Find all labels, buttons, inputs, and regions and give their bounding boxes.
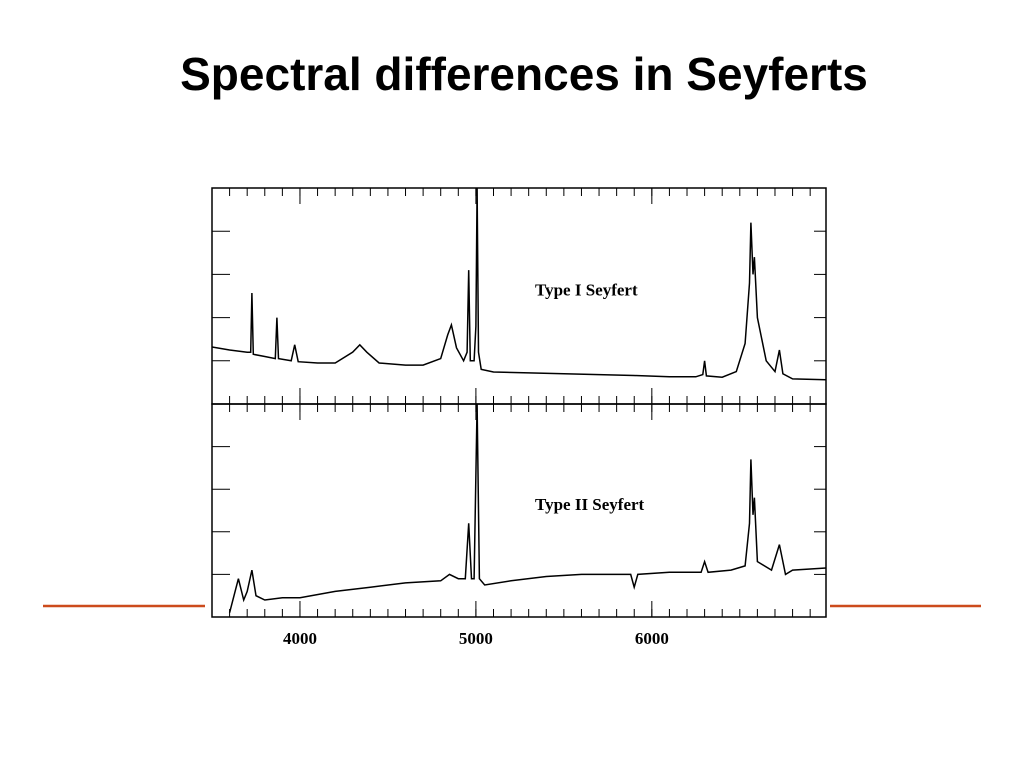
x-tick-label: 6000 [635,629,669,648]
x-tick-label: 5000 [459,629,493,648]
panel-frame [211,187,827,405]
spectra-figure: Type I Seyfert 4000 5000 6000 Type II Seyfer… [211,187,827,648]
x-tick-label: 4000 [283,629,317,648]
spectrum-line [228,404,826,613]
spectrum-line [212,188,826,381]
panel-label: Type II Seyfert [535,495,645,514]
panel-label: Type I Seyfert [535,281,638,300]
slide-title: Spectral differences in Seyferts [180,48,868,100]
panel-frame [211,403,827,618]
